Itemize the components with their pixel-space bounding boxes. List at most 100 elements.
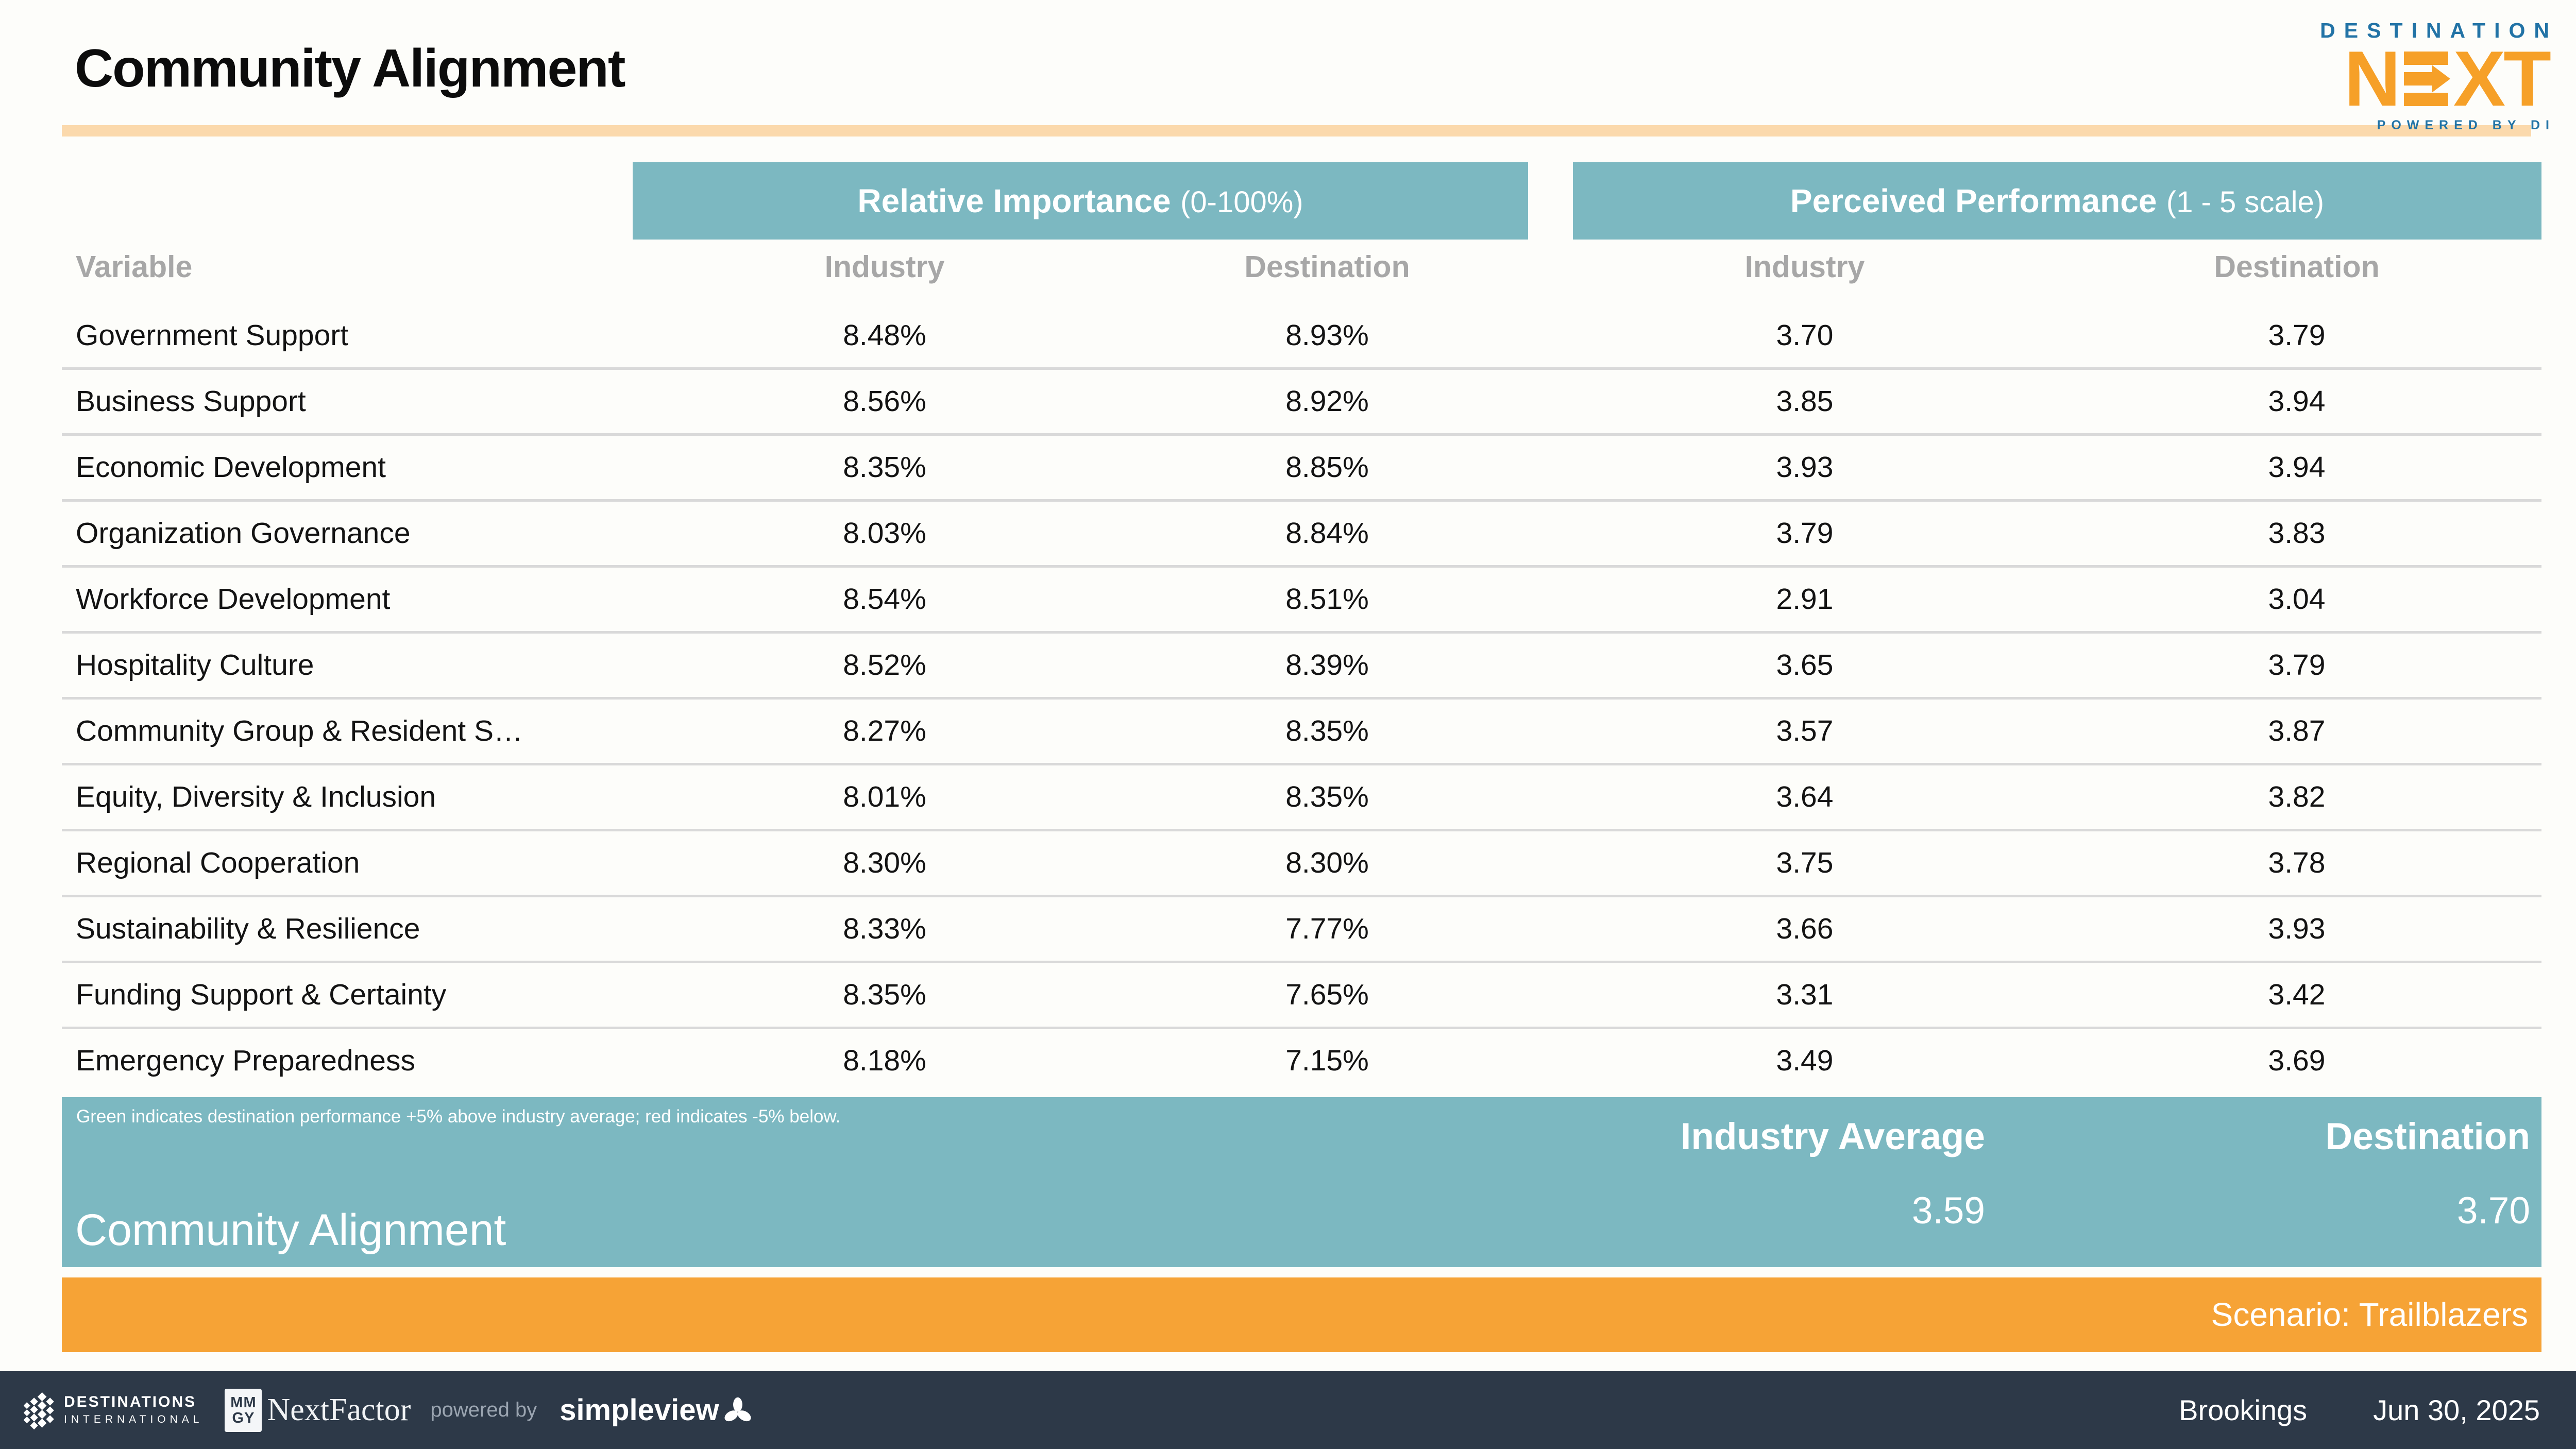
- table-row: Organization Governance 8.03% 8.84% 3.79…: [62, 502, 2541, 568]
- logo-destination-text: DESTINATION: [2320, 19, 2558, 42]
- perceived-performance-title: Perceived Performance: [1790, 182, 2157, 219]
- industry-average-summary: Industry Average 3.59: [1681, 1115, 1985, 1233]
- pp-industry-cell: 3.49: [1776, 1044, 1834, 1077]
- ri-industry-cell: 8.01%: [843, 780, 926, 813]
- pp-industry-cell: 3.31: [1776, 978, 1834, 1011]
- pp-destination-cell: 3.93: [2268, 912, 2326, 945]
- pp-industry-cell: 3.79: [1776, 517, 1834, 550]
- perceived-performance-band: Perceived Performance (1 - 5 scale): [1573, 162, 2541, 240]
- pp-industry-cell: 3.93: [1776, 451, 1834, 484]
- logo-next-text: N XT: [2320, 35, 2551, 123]
- ri-destination-cell: 8.35%: [1285, 714, 1369, 747]
- destination-label: Destination: [2325, 1116, 2530, 1157]
- pp-industry-column-header: Industry: [1744, 250, 1865, 284]
- variable-cell: Emergency Preparedness: [76, 1044, 416, 1077]
- ri-destination-cell: 8.51%: [1285, 583, 1369, 616]
- variable-cell: Government Support: [76, 319, 349, 352]
- ri-industry-cell: 8.18%: [843, 1044, 926, 1077]
- footer-destination-name: Brookings: [2179, 1394, 2308, 1426]
- pp-destination-column-header: Destination: [2214, 250, 2380, 284]
- pp-destination-cell: 3.78: [2268, 846, 2326, 879]
- simpleview-wordmark: simpleview: [560, 1393, 719, 1427]
- table-row: Hospitality Culture 8.52% 8.39% 3.65 3.7…: [62, 634, 2541, 700]
- relative-importance-band: Relative Importance (0-100%): [633, 162, 1528, 240]
- ri-destination-cell: 7.15%: [1285, 1044, 1369, 1077]
- variable-cell: Business Support: [76, 385, 306, 418]
- variable-cell: Sustainability & Resilience: [76, 912, 420, 945]
- ri-destination-cell: 8.93%: [1285, 319, 1369, 352]
- pp-industry-cell: 3.65: [1776, 649, 1834, 681]
- simpleview-trefoil-icon: [724, 1397, 751, 1421]
- ri-industry-cell: 8.56%: [843, 385, 926, 418]
- pp-destination-cell: 3.42: [2268, 978, 2326, 1011]
- pp-destination-cell: 3.83: [2268, 517, 2326, 550]
- industry-average-label: Industry Average: [1681, 1116, 1985, 1157]
- table-row: Community Group & Resident S… 8.27% 8.35…: [62, 700, 2541, 765]
- relative-importance-scale: (0-100%): [1180, 185, 1303, 219]
- next-e-arrow-icon: [2403, 52, 2450, 106]
- ri-destination-cell: 8.30%: [1285, 846, 1369, 879]
- nextfactor-wordmark: NextFactor: [267, 1392, 411, 1427]
- ri-industry-cell: 8.54%: [843, 583, 926, 616]
- pp-destination-cell: 3.79: [2268, 649, 2326, 681]
- column-header-row: Variable Industry Destination Industry D…: [62, 246, 2541, 287]
- pp-industry-cell: 3.66: [1776, 912, 1834, 945]
- table-row: Government Support 8.48% 8.93% 3.70 3.79: [62, 304, 2541, 370]
- table-row: Workforce Development 8.54% 8.51% 2.91 3…: [62, 568, 2541, 634]
- table-row: Emergency Preparedness 8.18% 7.15% 3.49 …: [62, 1029, 2541, 1095]
- ri-industry-column-header: Industry: [824, 250, 945, 284]
- pp-destination-cell: 3.82: [2268, 780, 2326, 813]
- pp-destination-cell: 3.69: [2268, 1044, 2326, 1077]
- ri-destination-cell: 8.84%: [1285, 517, 1369, 550]
- summary-category-label: Community Alignment: [75, 1205, 506, 1255]
- variable-cell: Funding Support & Certainty: [76, 978, 447, 1011]
- relative-importance-title: Relative Importance: [857, 182, 1171, 219]
- mmgy-mm: MM: [230, 1394, 257, 1411]
- ri-destination-cell: 7.77%: [1285, 912, 1369, 945]
- logo-letter-n: N: [2344, 35, 2401, 123]
- destinations-international-logo: DESTINATIONS INTERNATIONAL: [24, 1389, 203, 1432]
- table-body: Government Support 8.48% 8.93% 3.70 3.79…: [62, 304, 2541, 1095]
- destination-next-logo: DESTINATION N XT POWERED BY DI: [2320, 19, 2551, 133]
- pp-destination-cell: 3.79: [2268, 319, 2326, 352]
- industry-average-value: 3.59: [1911, 1190, 1985, 1232]
- ri-industry-cell: 8.52%: [843, 649, 926, 681]
- ri-industry-cell: 8.33%: [843, 912, 926, 945]
- pp-destination-cell: 3.04: [2268, 583, 2326, 616]
- table-row: Economic Development 8.35% 8.85% 3.93 3.…: [62, 436, 2541, 502]
- mmgy-box-icon: MM GY: [225, 1388, 262, 1432]
- variable-cell: Economic Development: [76, 451, 386, 484]
- powered-by-text: powered by: [430, 1399, 537, 1421]
- ri-destination-column-header: Destination: [1244, 250, 1410, 284]
- ri-destination-cell: 8.35%: [1285, 780, 1369, 813]
- variable-cell: Equity, Diversity & Inclusion: [76, 780, 436, 813]
- pp-industry-cell: 3.75: [1776, 846, 1834, 879]
- pp-industry-cell: 2.91: [1776, 583, 1834, 616]
- ri-destination-cell: 8.39%: [1285, 649, 1369, 681]
- variable-column-header: Variable: [76, 250, 193, 284]
- variable-cell: Organization Governance: [76, 517, 411, 550]
- simpleview-logo: simpleview: [560, 1393, 752, 1427]
- pp-industry-cell: 3.64: [1776, 780, 1834, 813]
- table-row: Funding Support & Certainty 8.35% 7.65% …: [62, 963, 2541, 1029]
- pp-industry-cell: 3.57: [1776, 714, 1834, 747]
- table-row: Regional Cooperation 8.30% 8.30% 3.75 3.…: [62, 831, 2541, 897]
- logo-letters-xt: XT: [2453, 35, 2551, 123]
- variable-cell: Community Group & Resident S…: [76, 714, 523, 747]
- logo-tagline: POWERED BY DI: [2377, 118, 2555, 132]
- summary-band: Green indicates destination performance …: [62, 1097, 2541, 1267]
- destination-summary: Destination 3.70: [2326, 1115, 2530, 1233]
- ri-industry-cell: 8.48%: [843, 319, 926, 352]
- ri-destination-cell: 8.92%: [1285, 385, 1369, 418]
- ri-industry-cell: 8.27%: [843, 714, 926, 747]
- ri-industry-cell: 8.35%: [843, 978, 926, 1011]
- ri-industry-cell: 8.35%: [843, 451, 926, 484]
- variable-cell: Regional Cooperation: [76, 846, 360, 879]
- variable-cell: Workforce Development: [76, 583, 391, 616]
- table-row: Sustainability & Resilience 8.33% 7.77% …: [62, 897, 2541, 963]
- legend-note: Green indicates destination performance …: [76, 1106, 841, 1127]
- footer-date: Jun 30, 2025: [2373, 1394, 2540, 1426]
- destination-value: 3.70: [2456, 1190, 2530, 1232]
- mmgy-gy: GY: [232, 1409, 255, 1426]
